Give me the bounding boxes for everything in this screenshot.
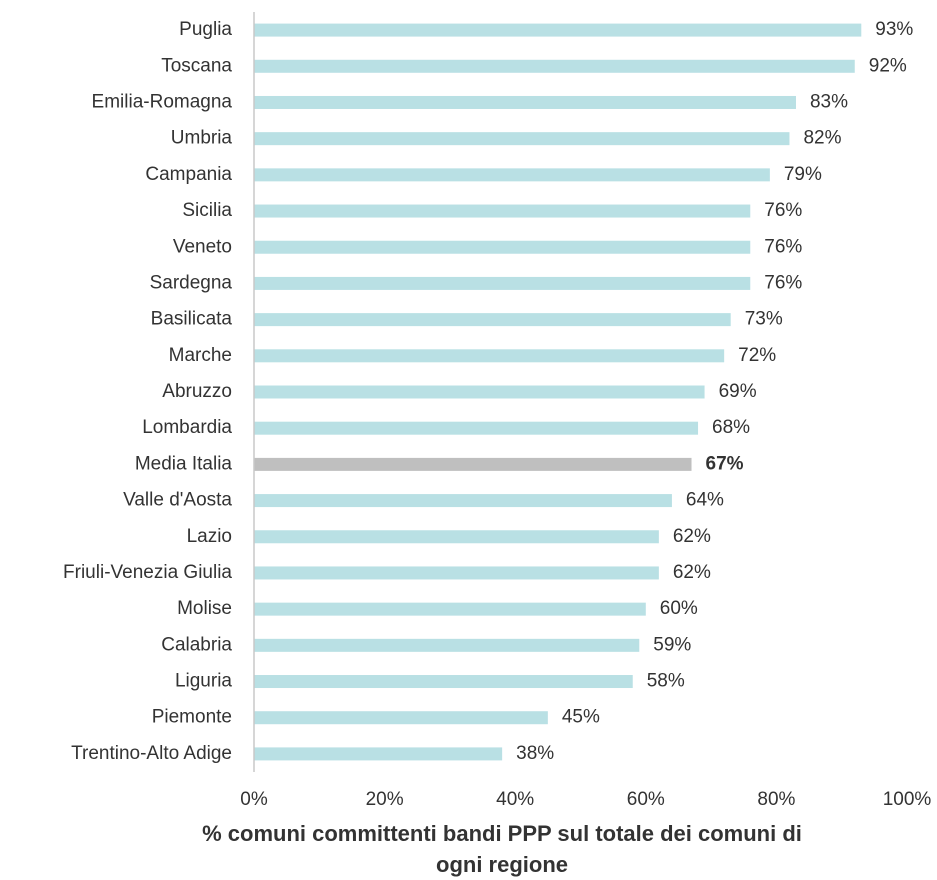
value-label: 76% [764, 272, 802, 293]
y-tick-label: Piemonte [152, 707, 232, 728]
x-tick-label: 20% [366, 789, 404, 810]
value-label: 76% [764, 200, 802, 221]
value-label: 62% [673, 562, 711, 583]
y-tick-label: Abruzzo [162, 381, 232, 402]
bar [254, 23, 862, 37]
value-label: 92% [869, 55, 907, 76]
y-tick-label: Molise [177, 598, 232, 619]
y-tick-label: Lazio [187, 526, 232, 547]
bar [254, 638, 640, 652]
bar [254, 385, 705, 399]
bar [254, 711, 548, 725]
bar [254, 95, 796, 109]
y-tick-label: Sicilia [182, 200, 232, 221]
bar [254, 132, 790, 146]
value-label: 67% [706, 453, 744, 474]
x-tick-label: 60% [627, 789, 665, 810]
y-tick-label: Valle d'Aosta [123, 490, 232, 511]
value-label: 79% [784, 164, 822, 185]
y-tick-label: Friuli-Venezia Giulia [63, 562, 232, 583]
x-tick-label: 100% [883, 789, 932, 810]
y-tick-label: Sardegna [150, 272, 233, 293]
y-tick-label: Liguria [175, 671, 232, 692]
bar [254, 457, 692, 471]
y-tick-label: Lombardia [142, 417, 232, 438]
bar [254, 602, 646, 616]
value-label: 83% [810, 91, 848, 112]
x-axis-label: ogni regione [436, 852, 568, 877]
value-label: 58% [647, 671, 685, 692]
bar [254, 566, 659, 580]
value-label: 68% [712, 417, 750, 438]
bar [254, 675, 633, 689]
y-tick-label: Trentino-Alto Adige [71, 743, 232, 764]
value-label: 69% [719, 381, 757, 402]
y-tick-label: Media Italia [135, 453, 233, 474]
value-label: 76% [764, 236, 802, 257]
x-tick-label: 0% [240, 789, 268, 810]
value-label: 59% [653, 634, 691, 655]
y-tick-label: Campania [145, 164, 232, 185]
value-label: 38% [516, 743, 554, 764]
bar [254, 313, 731, 327]
bar [254, 349, 725, 363]
value-label: 73% [745, 309, 783, 330]
bar [254, 421, 699, 435]
y-tick-label: Puglia [179, 19, 232, 40]
value-label: 82% [803, 128, 841, 149]
x-tick-label: 40% [496, 789, 534, 810]
y-tick-label: Umbria [171, 128, 233, 149]
bar [254, 240, 751, 254]
value-label: 64% [686, 490, 724, 511]
value-label: 45% [562, 707, 600, 728]
value-label: 62% [673, 526, 711, 547]
bar [254, 494, 672, 508]
y-tick-label: Marche [169, 345, 232, 366]
bar [254, 168, 770, 182]
x-tick-label: 80% [757, 789, 795, 810]
y-tick-label: Basilicata [151, 309, 233, 330]
value-label: 72% [738, 345, 776, 366]
y-tick-label: Emilia-Romagna [92, 91, 233, 112]
y-tick-label: Toscana [161, 55, 232, 76]
bar [254, 204, 751, 218]
value-label: 60% [660, 598, 698, 619]
bar [254, 276, 751, 290]
bar [254, 530, 659, 544]
bar [254, 747, 503, 761]
bar [254, 59, 855, 73]
x-axis-label: % comuni committenti bandi PPP sul total… [202, 821, 802, 846]
value-label: 93% [875, 19, 913, 40]
y-tick-label: Calabria [161, 634, 232, 655]
y-tick-label: Veneto [173, 236, 232, 257]
